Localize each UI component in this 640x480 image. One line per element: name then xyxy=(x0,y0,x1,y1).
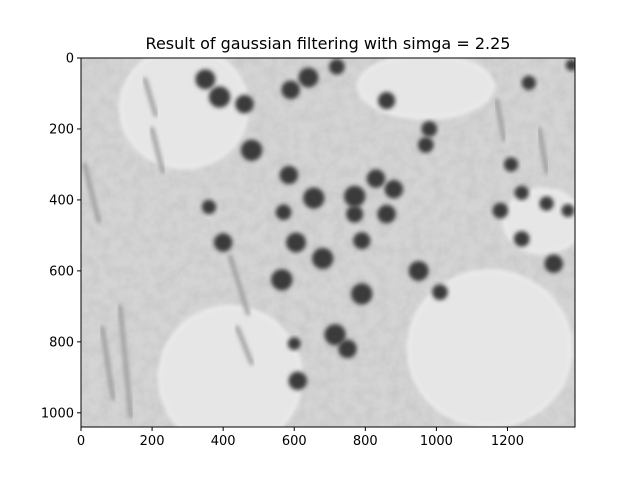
nucleus xyxy=(303,187,325,209)
x-tick-label: 200 xyxy=(140,434,165,449)
y-axis: 0 200 400 600 800 1000 xyxy=(41,52,81,421)
nucleus xyxy=(240,139,263,161)
y-tick-label: 1000 xyxy=(41,406,74,421)
x-tick-label: 600 xyxy=(282,434,307,449)
nucleus xyxy=(514,185,529,200)
image-plot-area xyxy=(81,58,575,427)
lumen-regions xyxy=(119,58,575,427)
nucleus xyxy=(539,196,554,211)
nucleus xyxy=(195,69,216,90)
axes-frame xyxy=(80,57,576,428)
nucleus xyxy=(377,204,396,224)
nucleus xyxy=(346,205,364,223)
lumen xyxy=(119,58,250,169)
fiber xyxy=(150,126,165,174)
nucleus xyxy=(353,232,371,250)
nucleus xyxy=(492,202,509,219)
nucleus xyxy=(287,337,301,351)
chart-title: Result of gaussian filtering with simgа … xyxy=(146,34,511,53)
nucleus xyxy=(281,80,300,100)
nucleus xyxy=(521,75,536,90)
nucleus xyxy=(432,284,448,300)
nucleus xyxy=(503,157,519,172)
fiber xyxy=(118,304,133,419)
nucleus xyxy=(271,269,293,291)
nucleus xyxy=(343,185,366,208)
fiber xyxy=(100,325,115,401)
nucleus xyxy=(408,260,429,281)
fiber-strands xyxy=(82,77,549,419)
fiber xyxy=(235,325,254,366)
x-axis: 0 200 400 600 800 1000 1200 xyxy=(77,427,524,449)
x-tick-label: 400 xyxy=(211,434,236,449)
fiber xyxy=(537,126,549,174)
nucleus xyxy=(417,137,434,153)
nucleus xyxy=(298,67,319,88)
nucleus xyxy=(286,232,306,253)
nucleus xyxy=(288,371,308,391)
x-tick-label: 800 xyxy=(353,434,378,449)
nucleus xyxy=(329,59,345,75)
nucleus xyxy=(338,339,357,359)
y-tick-label: 0 xyxy=(66,52,74,67)
nucleus xyxy=(201,199,217,215)
y-tick-label: 200 xyxy=(49,122,74,137)
nucleus xyxy=(384,180,403,199)
x-tick-label: 1200 xyxy=(491,434,524,449)
nucleus xyxy=(378,92,396,110)
lumen xyxy=(357,58,495,120)
cell-nuclei xyxy=(195,59,575,391)
nucleus xyxy=(513,231,530,247)
fiber xyxy=(228,254,251,316)
nucleus xyxy=(279,165,299,185)
nucleus xyxy=(561,204,575,217)
nucleus xyxy=(421,121,438,137)
nucleus xyxy=(208,86,231,108)
fiber xyxy=(82,162,101,224)
nucleus xyxy=(565,59,575,71)
lumen xyxy=(406,269,573,427)
nucleus xyxy=(544,254,563,274)
fiber xyxy=(494,98,506,142)
nucleus xyxy=(366,169,386,188)
nucleus xyxy=(351,283,373,305)
nucleus xyxy=(213,233,233,252)
x-tick-label: 0 xyxy=(77,434,85,449)
nucleus xyxy=(235,94,254,114)
y-tick-label: 400 xyxy=(49,193,74,208)
y-tick-label: 600 xyxy=(49,264,74,279)
nucleus xyxy=(275,204,292,221)
x-tick-label: 1000 xyxy=(420,434,453,449)
nucleus xyxy=(324,324,346,346)
nucleus xyxy=(312,247,334,270)
y-tick-label: 800 xyxy=(49,335,74,350)
fiber xyxy=(142,77,158,117)
